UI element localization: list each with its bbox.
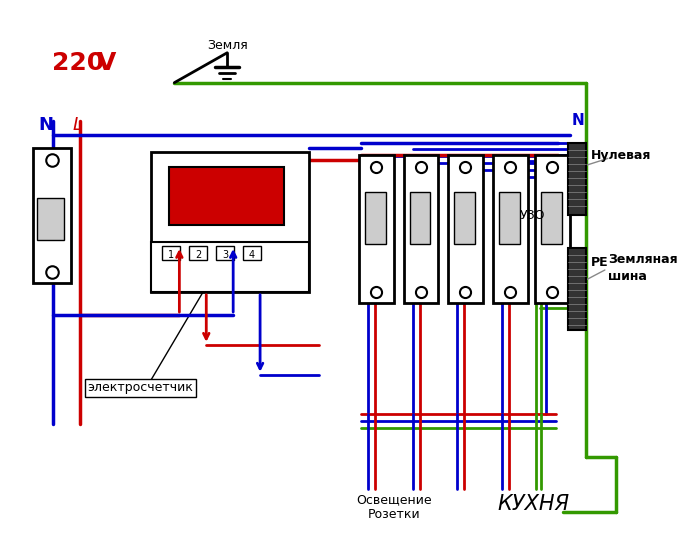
Bar: [152, 242, 309, 292]
Text: N: N: [572, 114, 584, 129]
Bar: [493, 155, 528, 303]
Bar: [163, 246, 181, 260]
Bar: [189, 246, 207, 260]
Text: PE: PE: [591, 256, 609, 268]
Bar: [365, 192, 386, 244]
Text: Земляная
шина: Земляная шина: [608, 253, 678, 283]
Text: Земля: Земля: [207, 39, 247, 52]
Text: Освещение
Розетки: Освещение Розетки: [356, 493, 432, 521]
Text: УЗО: УЗО: [520, 209, 546, 222]
Bar: [541, 192, 562, 244]
Text: 3: 3: [222, 250, 228, 260]
Bar: [568, 144, 586, 215]
Bar: [216, 246, 234, 260]
Text: КУХНЯ: КУХНЯ: [497, 494, 569, 514]
Bar: [455, 192, 475, 244]
Bar: [409, 192, 430, 244]
Text: 2: 2: [195, 250, 202, 260]
Bar: [33, 148, 71, 283]
Text: V: V: [97, 51, 116, 75]
Text: Нулевая: Нулевая: [591, 149, 651, 162]
Bar: [170, 167, 284, 225]
Bar: [568, 248, 586, 330]
Bar: [152, 152, 309, 292]
Text: электросчетчик: электросчетчик: [88, 381, 194, 394]
Bar: [448, 155, 483, 303]
Text: L: L: [73, 116, 83, 133]
Bar: [535, 155, 570, 303]
Text: 1: 1: [168, 250, 174, 260]
Bar: [37, 198, 64, 240]
Text: 220: 220: [52, 51, 104, 75]
Bar: [404, 155, 439, 303]
Text: N: N: [38, 116, 54, 133]
Text: 4: 4: [249, 250, 255, 260]
Bar: [359, 155, 393, 303]
Bar: [499, 192, 520, 244]
Bar: [243, 246, 261, 260]
